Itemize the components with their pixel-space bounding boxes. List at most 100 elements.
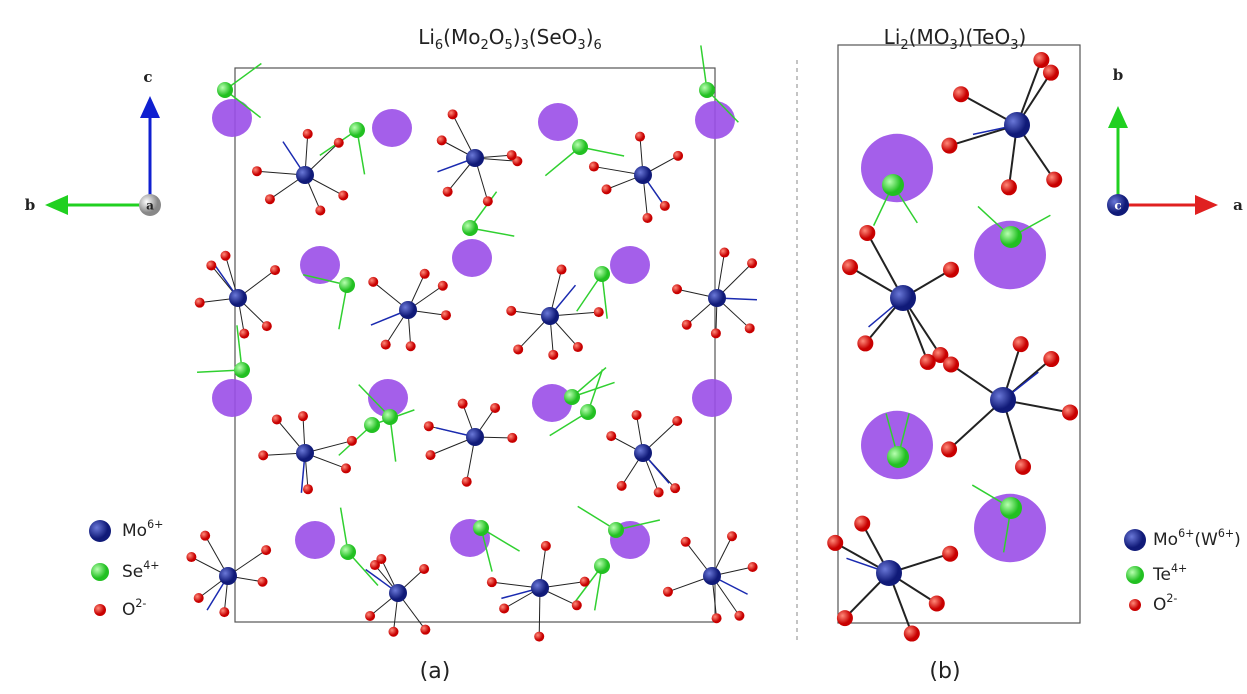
text-run: (Mo	[443, 25, 480, 49]
axis-gizmo	[1107, 106, 1218, 216]
oxygen-atom	[660, 201, 670, 211]
mo-atom	[466, 149, 484, 167]
oxygen-atom	[681, 537, 691, 547]
text-run: (W	[1194, 530, 1218, 550]
text-run: (MO	[909, 25, 950, 49]
oxygen-atom	[258, 577, 268, 587]
se-atom	[594, 266, 610, 282]
text-run: Li	[884, 25, 901, 49]
superscript: 2-	[135, 597, 146, 610]
oxygen-atom	[448, 109, 458, 119]
subscript: 2	[480, 38, 488, 53]
text-run: )	[1234, 530, 1241, 550]
structure	[186, 45, 1078, 641]
legend-swatch	[1124, 529, 1146, 551]
se-atom	[382, 409, 398, 425]
formula: Mo6+(W6+)	[1153, 527, 1241, 551]
oxygen-atom	[711, 328, 721, 338]
text-run: Li	[418, 25, 435, 49]
oxygen-atom	[194, 593, 204, 603]
mo-atom	[531, 579, 549, 597]
oxygen-atom	[406, 341, 416, 351]
oxygen-atom	[195, 298, 205, 308]
mo-atom	[296, 166, 314, 184]
oxygen-atom	[827, 535, 843, 551]
mo-atom	[634, 444, 652, 462]
panel-label: (a)	[420, 659, 451, 684]
oxygen-atom	[580, 577, 590, 587]
formula: O2-	[1153, 592, 1177, 616]
oxygen-atom	[606, 431, 616, 441]
lone-pair	[861, 411, 933, 479]
formula: Se4+	[122, 559, 160, 583]
text-run: )	[586, 25, 594, 49]
se-atom	[594, 558, 610, 574]
superscript: 6+	[147, 518, 163, 531]
lone-pair	[295, 521, 335, 559]
oxygen-atom	[365, 611, 375, 621]
se-atom	[1000, 226, 1022, 248]
oxygen-atom	[420, 269, 430, 279]
oxygen-atom	[437, 135, 447, 145]
mo-atom	[708, 289, 726, 307]
oxygen-atom	[341, 463, 351, 473]
oxygen-atom	[943, 262, 959, 278]
oxygen-atom	[943, 357, 959, 373]
subscript: 3	[521, 38, 529, 53]
oxygen-atom	[426, 450, 436, 460]
oxygen-atom	[837, 610, 853, 626]
text-run: O	[1153, 595, 1166, 615]
lone-pair	[212, 99, 252, 137]
se-atom	[234, 362, 250, 378]
oxygen-atom	[857, 335, 873, 351]
oxygen-atom	[270, 265, 280, 275]
oxygen-atom	[1013, 336, 1029, 352]
oxygen-atom	[748, 562, 758, 572]
se-atom	[1000, 497, 1022, 519]
oxygen-atom	[602, 184, 612, 194]
oxygen-atom	[507, 150, 517, 160]
oxygen-atom	[1001, 179, 1017, 195]
oxygen-atom	[589, 162, 599, 172]
oxygen-atom	[458, 399, 468, 409]
formula: Mo6+	[122, 518, 163, 542]
oxygen-atom	[745, 323, 755, 333]
oxygen-atom	[643, 213, 653, 223]
oxygen-atom	[654, 487, 664, 497]
se-atom	[340, 544, 356, 560]
formula: Te4+	[1152, 562, 1187, 586]
oxygen-atom	[663, 587, 673, 597]
oxygen-atom	[859, 225, 875, 241]
oxygen-atom	[261, 545, 271, 555]
mo-atom	[703, 567, 721, 585]
oxygen-atom	[265, 194, 275, 204]
panel-label: (b)	[929, 659, 960, 684]
oxygen-atom	[673, 151, 683, 161]
mo-atom	[1004, 112, 1030, 138]
formula: Li6(Mo2O5)3(SeO3)6	[418, 25, 602, 54]
oxygen-atom	[200, 531, 210, 541]
se-atom	[473, 520, 489, 536]
oxygen-atom	[499, 603, 509, 613]
legend-swatch	[1126, 566, 1144, 584]
subscript: 6	[435, 38, 443, 53]
oxygen-atom	[206, 260, 216, 270]
subscript: 3	[1010, 38, 1018, 53]
oxygen-atom	[534, 632, 544, 642]
mo-atom	[219, 567, 237, 585]
oxygen-atom	[219, 607, 229, 617]
superscript: 6+	[1178, 527, 1194, 540]
oxygen-atom	[487, 577, 497, 587]
oxygen-atom	[507, 433, 517, 443]
oxygen-atom	[594, 307, 604, 317]
lone-pair	[532, 384, 572, 422]
lone-pair	[692, 379, 732, 417]
oxygen-atom	[719, 248, 729, 258]
superscript: 2-	[1166, 592, 1177, 605]
se-atom	[217, 82, 233, 98]
se-atom	[882, 174, 904, 196]
oxygen-atom	[506, 306, 516, 316]
mo-atom	[990, 387, 1016, 413]
oxygen-atom	[1015, 459, 1031, 475]
oxygen-atom	[258, 450, 268, 460]
